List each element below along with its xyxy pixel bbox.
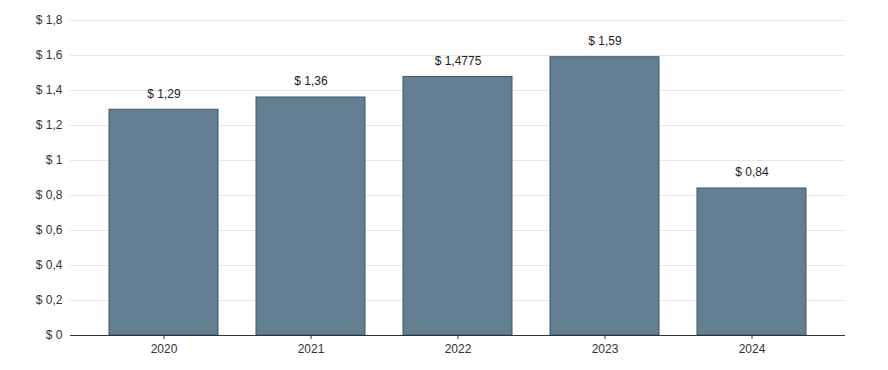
- svg-text:2022: 2022: [445, 342, 472, 356]
- svg-text:$ 1,36: $ 1,36: [294, 74, 328, 88]
- svg-text:2023: 2023: [592, 342, 619, 356]
- html-text:(c) Trivano.com: (c) Trivano.com: [804, 1, 880, 13]
- svg-text:$ 0,4: $ 0,4: [36, 258, 63, 272]
- svg-text:$ 0,6: $ 0,6: [36, 223, 63, 237]
- svg-text:$ 1,29: $ 1,29: [147, 87, 181, 101]
- svg-text:$ 1,4: $ 1,4: [36, 83, 63, 97]
- svg-text:$ 1,6: $ 1,6: [36, 48, 63, 62]
- svg-text:$ 0,84: $ 0,84: [735, 165, 769, 179]
- svg-text:$ 0,8: $ 0,8: [36, 188, 63, 202]
- svg-text:2021: 2021: [298, 342, 325, 356]
- svg-text:$ 1: $ 1: [46, 153, 63, 167]
- svg-text:$ 1,59: $ 1,59: [588, 34, 622, 48]
- svg-text:$ 0,2: $ 0,2: [36, 293, 63, 307]
- svg-text:2024: 2024: [739, 342, 766, 356]
- svg-text:2020: 2020: [151, 342, 178, 356]
- svg-text:$ 1,8: $ 1,8: [36, 13, 63, 27]
- svg-text:$ 1,2: $ 1,2: [36, 118, 63, 132]
- svg-text:$ 1,4775: $ 1,4775: [435, 54, 482, 68]
- svg-text:$ 0: $ 0: [46, 328, 63, 342]
